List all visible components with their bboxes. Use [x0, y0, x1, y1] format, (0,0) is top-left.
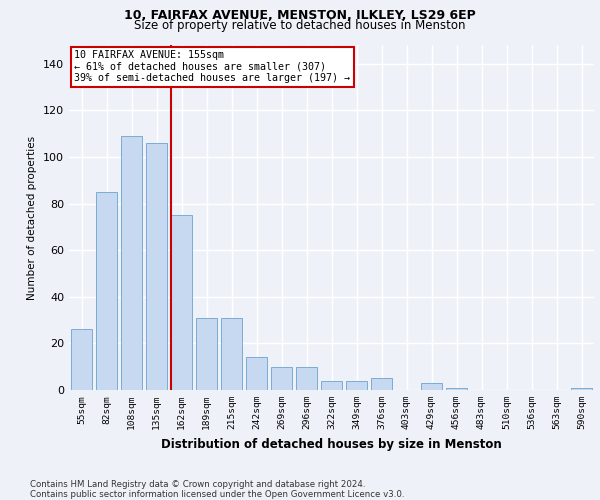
X-axis label: Distribution of detached houses by size in Menston: Distribution of detached houses by size …	[161, 438, 502, 450]
Bar	[346, 380, 367, 390]
Text: 10, FAIRFAX AVENUE, MENSTON, ILKLEY, LS29 6EP: 10, FAIRFAX AVENUE, MENSTON, ILKLEY, LS2…	[124, 9, 476, 22]
Bar	[96, 192, 117, 390]
Bar	[571, 388, 592, 390]
Text: Size of property relative to detached houses in Menston: Size of property relative to detached ho…	[134, 19, 466, 32]
Bar	[371, 378, 392, 390]
Bar	[446, 388, 467, 390]
Bar	[296, 366, 317, 390]
Bar	[196, 318, 217, 390]
Bar	[146, 143, 167, 390]
Y-axis label: Number of detached properties: Number of detached properties	[28, 136, 37, 300]
Text: 10 FAIRFAX AVENUE: 155sqm
← 61% of detached houses are smaller (307)
39% of semi: 10 FAIRFAX AVENUE: 155sqm ← 61% of detac…	[74, 50, 350, 84]
Bar	[221, 318, 242, 390]
Bar	[171, 215, 192, 390]
Bar	[421, 383, 442, 390]
Bar	[121, 136, 142, 390]
Bar	[246, 358, 267, 390]
Bar	[271, 366, 292, 390]
Bar	[71, 330, 92, 390]
Text: Contains HM Land Registry data © Crown copyright and database right 2024.
Contai: Contains HM Land Registry data © Crown c…	[30, 480, 404, 499]
Bar	[321, 380, 342, 390]
